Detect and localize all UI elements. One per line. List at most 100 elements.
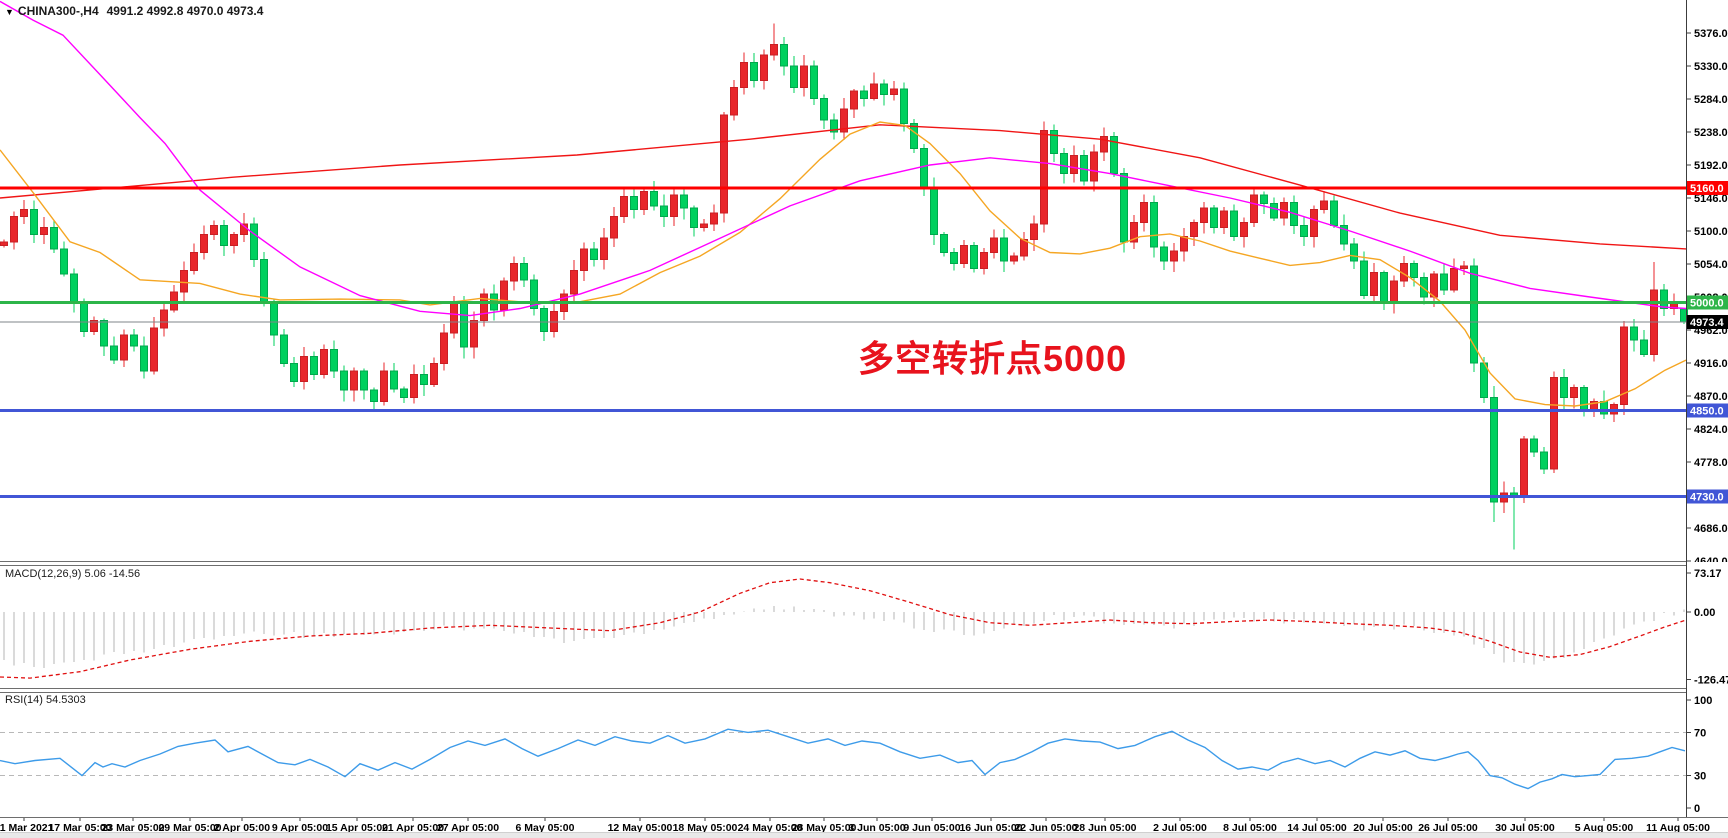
rsi-axis[interactable]: 100 70 30 0 bbox=[1686, 695, 1712, 815]
candle-bullish bbox=[160, 309, 168, 329]
candle-bullish bbox=[380, 370, 388, 403]
rsi-label: RSI(14) 54.5303 bbox=[5, 694, 86, 706]
candle-bullish bbox=[600, 237, 608, 261]
candle-bearish bbox=[260, 259, 268, 304]
rsi-indicator-canvas[interactable]: 100 70 30 0 bbox=[0, 691, 1728, 817]
candle-bullish bbox=[1100, 135, 1108, 153]
candle-bullish bbox=[740, 61, 748, 89]
time-axis-label: 28 Jun 05:00 bbox=[1073, 822, 1136, 832]
time-axis-label: 2 Jul 05:00 bbox=[1153, 822, 1207, 832]
candle-bearish bbox=[220, 224, 228, 246]
candlesticks[interactable] bbox=[0, 23, 1688, 550]
candle-bullish bbox=[440, 332, 448, 365]
candle-bearish bbox=[250, 223, 258, 261]
chart-annotation-text: 多空转折点5000 bbox=[858, 338, 1128, 379]
macd-indicator-canvas[interactable]: 73.17 0.00 -126.47 bbox=[0, 565, 1728, 688]
candle-bearish bbox=[310, 356, 318, 375]
price-level-badge bbox=[1687, 403, 1728, 418]
candle-bullish bbox=[510, 262, 518, 282]
candle-bearish bbox=[900, 88, 908, 124]
candle-bearish bbox=[1580, 386, 1588, 411]
price-tick-label: 5100.0 bbox=[1694, 226, 1728, 238]
symbol-period-label: CHINA300-,H4 bbox=[17, 4, 99, 18]
candle-bullish bbox=[710, 212, 718, 225]
candle-bullish bbox=[500, 280, 508, 311]
candle-bullish bbox=[480, 293, 488, 322]
symbol-dropdown-icon[interactable]: ▼ bbox=[5, 7, 14, 17]
price-tick-label: 5284.0 bbox=[1694, 94, 1728, 106]
time-axis-label: 5 Aug 05:00 bbox=[1575, 822, 1634, 832]
candle-bullish bbox=[980, 252, 988, 269]
candle-bullish bbox=[450, 302, 458, 334]
time-axis-label: 11 Aug 05:00 bbox=[1646, 822, 1710, 832]
macd-tick-label: -126.47 bbox=[1694, 674, 1728, 686]
candle-bearish bbox=[970, 244, 978, 269]
candle-bullish bbox=[1180, 236, 1188, 252]
candle-bullish bbox=[10, 216, 18, 243]
candle-bearish bbox=[100, 320, 108, 347]
candle-bearish bbox=[1350, 243, 1358, 262]
candle-bullish bbox=[1430, 273, 1438, 298]
price-level-badge-label: 4850.0 bbox=[1690, 405, 1724, 417]
price-level-badge bbox=[1687, 489, 1728, 504]
candle-bullish bbox=[1520, 438, 1528, 497]
title-ohlc-values: 4991.2 4992.8 4970.0 4973.4 bbox=[106, 4, 264, 18]
candle-bullish bbox=[730, 87, 738, 116]
candle-bearish bbox=[1470, 265, 1478, 364]
candle-bearish bbox=[780, 43, 788, 67]
candle-bullish bbox=[170, 291, 178, 311]
macd-histogram bbox=[3, 606, 1685, 668]
time-axis-label: 24 May 05:00 bbox=[738, 822, 803, 832]
panel-separator[interactable] bbox=[0, 561, 1686, 566]
candle-bearish bbox=[660, 205, 668, 218]
time-axis-label: 9 Jun 05:00 bbox=[903, 822, 960, 832]
time-axis-label: 11 Mar 2021 bbox=[0, 822, 54, 832]
time-axis-label: 28 May 05:00 bbox=[792, 822, 857, 832]
candle-bullish bbox=[1370, 272, 1378, 297]
candle-bearish bbox=[370, 389, 378, 403]
time-axis-label: 20 Jul 05:00 bbox=[1353, 822, 1413, 832]
macd-tick-label: 0.00 bbox=[1694, 607, 1715, 619]
candle-bearish bbox=[820, 97, 828, 121]
candle-bullish bbox=[150, 327, 158, 372]
time-axis-label: 27 Apr 05:00 bbox=[437, 822, 499, 832]
candle-bullish bbox=[350, 370, 358, 391]
candle-bearish bbox=[1540, 451, 1548, 470]
candle-bullish bbox=[40, 226, 48, 236]
candle-bearish bbox=[690, 207, 698, 228]
candle-bullish bbox=[1010, 255, 1018, 262]
candle-bullish bbox=[1250, 194, 1258, 223]
candle-bearish bbox=[790, 65, 798, 89]
candle-bearish bbox=[1410, 262, 1418, 279]
candle-bearish bbox=[1050, 130, 1058, 155]
candle-bearish bbox=[70, 273, 78, 304]
time-axis-label: 12 May 05:00 bbox=[608, 822, 673, 832]
candle-bullish bbox=[1190, 221, 1198, 238]
candle-bearish bbox=[270, 302, 278, 336]
price-tick-label: 4640.0 bbox=[1694, 556, 1728, 562]
macd-tick-label: 73.17 bbox=[1694, 568, 1722, 580]
main-price-chart-canvas[interactable]: 5376.0 5330.0 5284.0 5238.0 5192.0 5146.0 5100… bbox=[0, 0, 1728, 562]
candle-bearish bbox=[390, 370, 398, 390]
panel-separator[interactable] bbox=[0, 688, 1686, 693]
candle-bullish bbox=[1020, 239, 1028, 257]
candle-bullish bbox=[1240, 221, 1248, 238]
time-axis-label: 21 Apr 05:00 bbox=[382, 822, 444, 832]
price-tick-label: 5376.0 bbox=[1694, 28, 1728, 40]
candle-bullish bbox=[90, 320, 98, 332]
candle-bullish bbox=[210, 224, 218, 236]
candle-bearish bbox=[650, 191, 658, 207]
macd-axis[interactable]: 73.17 0.00 -126.47 bbox=[1686, 568, 1728, 686]
window-edge-strip bbox=[0, 832, 1728, 838]
time-axis-label: 18 May 05:00 bbox=[673, 822, 738, 832]
candle-bearish bbox=[1380, 272, 1388, 304]
candle-bearish bbox=[60, 248, 68, 275]
candle-bearish bbox=[520, 262, 528, 281]
candle-bullish bbox=[1200, 207, 1208, 223]
candle-bearish bbox=[1110, 135, 1118, 175]
candle-bearish bbox=[280, 334, 288, 365]
price-axis[interactable]: 5376.0 5330.0 5284.0 5238.0 5192.0 5146.0 5100… bbox=[1686, 28, 1728, 562]
candle-bearish bbox=[1330, 200, 1338, 226]
